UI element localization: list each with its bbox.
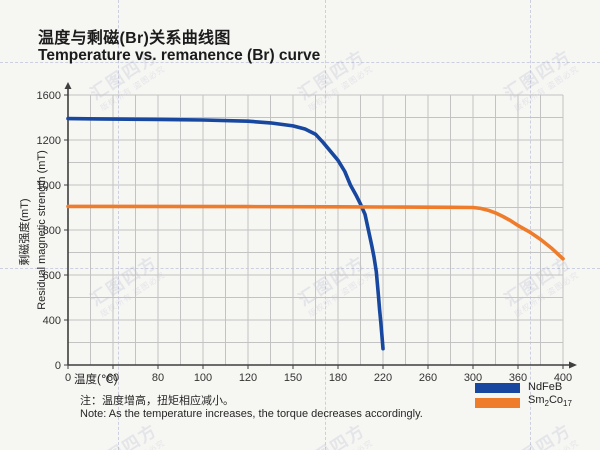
footnote: 注：温度增高，扭矩相应减小。 Note: As the temperature … — [80, 395, 423, 420]
series-line-sm2co17 — [66, 204, 565, 261]
y-tick-label: 1000 — [37, 180, 61, 192]
x-tick-label: 100 — [194, 372, 212, 384]
axes — [64, 82, 577, 369]
legend-swatch-ndfeb — [475, 382, 520, 393]
legend-swatch-sm2co17 — [475, 397, 520, 408]
watermark-dashed-line — [325, 0, 326, 450]
x-tick-label: 150 — [284, 372, 302, 384]
x-tick-label: 180 — [329, 372, 347, 384]
x-axis-title: 温度(℃) — [74, 374, 118, 386]
x-tick-label: 360 — [509, 372, 527, 384]
legend: NdFeB Sm2Co17 — [475, 381, 572, 411]
y-tick-label: 0 — [55, 360, 61, 372]
x-axis-arrow — [569, 361, 577, 369]
series-line-ndfeb — [66, 116, 385, 351]
x-tick-label: 0 — [65, 372, 71, 384]
y-tick-label: 400 — [43, 315, 61, 327]
y-axis-arrow — [64, 82, 72, 89]
legend-label-sm2co17: Sm2Co17 — [528, 394, 572, 409]
x-tick-label: 220 — [374, 372, 392, 384]
legend-label-ndfeb: NdFeB — [528, 381, 563, 393]
y-tick-label: 600 — [43, 270, 61, 282]
x-tick-label: 300 — [464, 372, 482, 384]
y-tick-label: 800 — [43, 225, 61, 237]
legend-item-ndfeb: NdFeB — [475, 381, 572, 394]
x-tick-label: 120 — [239, 372, 257, 384]
footnote-en: Note: As the temperature increases, the … — [80, 407, 423, 420]
page-title-zh: 温度与剩磁(Br)关系曲线图 — [38, 30, 231, 47]
footnote-zh: 注：温度增高，扭矩相应减小。 — [80, 395, 234, 407]
watermark-dashed-line — [0, 268, 600, 269]
watermark-dashed-line — [530, 0, 531, 450]
y-tick-label: 1600 — [37, 90, 61, 102]
page-title-en: Temperature vs. remanence (Br) curve — [38, 47, 321, 64]
y-tick-label: 1200 — [37, 135, 61, 147]
x-tick-label: 400 — [554, 372, 572, 384]
x-tick-label: 60 — [107, 372, 119, 384]
legend-item-sm2co17: Sm2Co17 — [475, 394, 572, 409]
watermark-dashed-line — [118, 0, 119, 450]
watermark-dashed-line — [0, 62, 600, 63]
x-tick-label: 80 — [152, 372, 164, 384]
x-tick-label: 260 — [419, 372, 437, 384]
